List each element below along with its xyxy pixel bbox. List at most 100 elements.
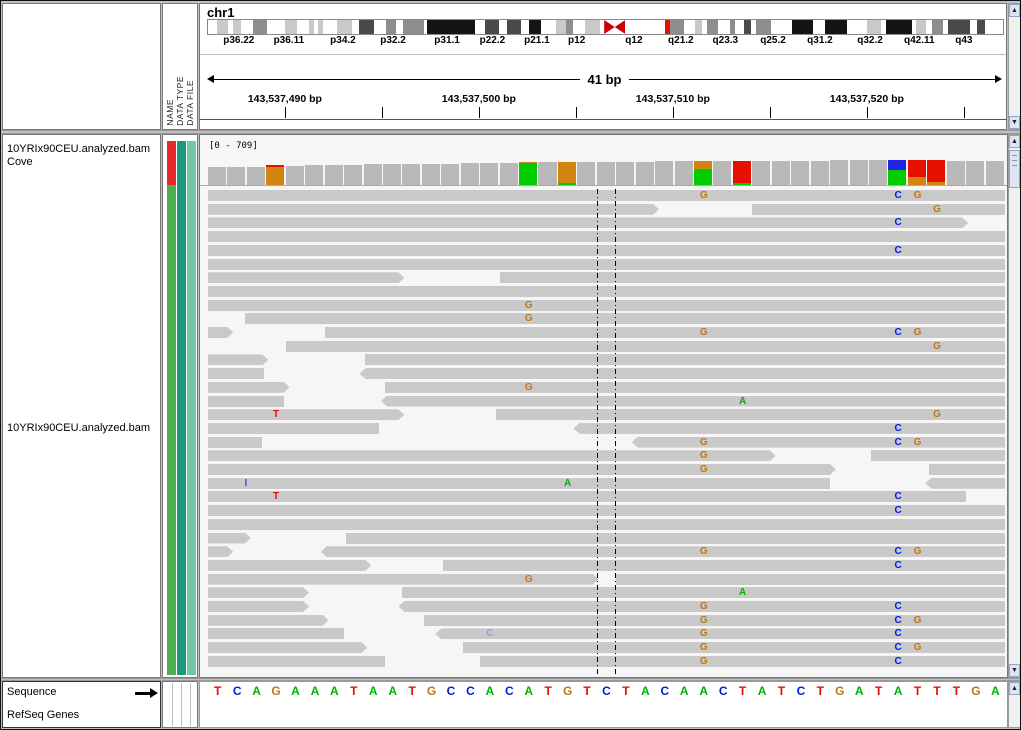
cytoband[interactable] xyxy=(566,20,574,34)
cytoband[interactable] xyxy=(912,20,916,34)
cytoband[interactable] xyxy=(427,20,475,34)
cytoband[interactable] xyxy=(385,20,396,34)
cytoband[interactable] xyxy=(352,20,359,34)
cytoband[interactable] xyxy=(977,20,986,34)
cytoband[interactable] xyxy=(323,20,338,34)
scroll-down-icon[interactable]: ▼ xyxy=(1009,116,1020,129)
alignment-read[interactable] xyxy=(870,450,1006,462)
cytoband[interactable] xyxy=(498,20,508,34)
refseq-track-name[interactable]: RefSeq Genes xyxy=(7,709,80,721)
cytoband[interactable] xyxy=(694,20,702,34)
cytoband[interactable] xyxy=(313,20,319,34)
cytoband[interactable] xyxy=(358,20,374,34)
alignment-read[interactable] xyxy=(384,381,1006,393)
alignment-read[interactable] xyxy=(208,422,380,434)
alignment-read[interactable] xyxy=(208,533,251,544)
cytoband[interactable] xyxy=(373,20,386,34)
cytoband[interactable] xyxy=(751,20,757,34)
top-scrollbar[interactable]: ▲ ▼ xyxy=(1008,3,1020,130)
alignment-read[interactable] xyxy=(208,299,1006,311)
centromere-icon[interactable] xyxy=(614,20,626,34)
cytoband[interactable] xyxy=(584,20,600,34)
alignment-read[interactable] xyxy=(208,477,831,489)
alignment-read[interactable] xyxy=(208,464,836,475)
alignment-read[interactable] xyxy=(208,258,1006,270)
alignment-read[interactable] xyxy=(208,655,385,667)
alignment-read[interactable] xyxy=(208,190,1006,201)
scroll-up-icon[interactable]: ▲ xyxy=(1009,135,1020,148)
cytoband[interactable] xyxy=(756,20,771,34)
cytoband[interactable] xyxy=(228,20,233,34)
sequence-track-name[interactable]: Sequence xyxy=(7,686,57,698)
cytoband[interactable] xyxy=(599,20,605,34)
cytoband[interactable] xyxy=(770,20,792,34)
cytoband[interactable] xyxy=(285,20,297,34)
scroll-down-icon[interactable]: ▼ xyxy=(1009,664,1020,677)
cytoband[interactable] xyxy=(717,20,731,34)
cytoband[interactable] xyxy=(885,20,913,34)
alignment-read[interactable] xyxy=(398,601,1006,612)
cytoband[interactable] xyxy=(701,20,708,34)
cytoband[interactable] xyxy=(529,20,541,34)
cytoband[interactable] xyxy=(240,20,253,34)
alignment-read[interactable] xyxy=(423,614,1006,626)
alignment-read[interactable] xyxy=(244,313,1006,325)
alignment-read[interactable] xyxy=(208,217,968,228)
alignment-read[interactable] xyxy=(929,464,1006,475)
cytoband[interactable] xyxy=(684,20,695,34)
cytoband[interactable] xyxy=(296,20,310,34)
view-position-marker[interactable] xyxy=(664,20,671,34)
alignment-read[interactable] xyxy=(208,354,268,365)
alignment-read[interactable] xyxy=(381,395,1006,407)
bottom-scrollbar[interactable]: ▲ xyxy=(1008,681,1020,728)
cytoband[interactable] xyxy=(474,20,486,34)
cytoband[interactable] xyxy=(825,20,848,34)
cytoband[interactable] xyxy=(847,20,867,34)
cytoband[interactable] xyxy=(216,20,229,34)
sequence-strand-arrow-icon[interactable] xyxy=(135,688,158,698)
alignment-read[interactable] xyxy=(208,491,967,503)
alignment-read[interactable] xyxy=(435,628,1006,640)
alignment-read[interactable] xyxy=(631,436,1006,448)
attribute-stripe-data-file[interactable] xyxy=(187,141,196,675)
alignment-read[interactable] xyxy=(285,340,1006,352)
alignment-read[interactable] xyxy=(359,368,1006,380)
cytoband[interactable] xyxy=(735,20,745,34)
cytoband[interactable] xyxy=(208,20,217,34)
cytoband[interactable] xyxy=(880,20,886,34)
cytoband[interactable] xyxy=(485,20,499,34)
alignment-read[interactable] xyxy=(208,574,599,585)
alignment-read[interactable] xyxy=(616,573,1006,585)
cytoband[interactable] xyxy=(402,20,424,34)
cytoband[interactable] xyxy=(309,20,314,34)
alignment-read[interactable] xyxy=(752,203,1006,215)
centromere-icon[interactable] xyxy=(604,20,615,34)
alignment-read[interactable] xyxy=(208,368,265,380)
cytoband[interactable] xyxy=(252,20,267,34)
alignment-read[interactable] xyxy=(402,587,1006,599)
cytoband[interactable] xyxy=(970,20,978,34)
cytoband[interactable] xyxy=(926,20,932,34)
alignment-read[interactable] xyxy=(499,272,1006,284)
cytoband[interactable] xyxy=(555,20,567,34)
alignment-read[interactable] xyxy=(573,422,1006,434)
chromosome-ideogram[interactable] xyxy=(207,19,1004,35)
alignment-read[interactable] xyxy=(208,560,371,571)
cytoband[interactable] xyxy=(985,20,1003,34)
alignment-read[interactable] xyxy=(208,518,1006,530)
alignment-read[interactable] xyxy=(208,628,345,640)
alignment-read[interactable] xyxy=(443,559,1006,571)
scroll-up-icon[interactable]: ▲ xyxy=(1009,682,1020,695)
main-scrollbar[interactable]: ▲ ▼ xyxy=(1008,134,1020,678)
horizontal-splitter-top[interactable] xyxy=(1,130,1020,134)
alignment-read[interactable] xyxy=(208,327,233,338)
alignment-read[interactable] xyxy=(208,382,290,393)
alignment-read[interactable] xyxy=(208,505,1006,517)
alignment-read[interactable] xyxy=(208,272,404,283)
alignment-read[interactable] xyxy=(925,477,1006,489)
attribute-stripe-data-type[interactable] xyxy=(177,141,186,675)
cytoband[interactable] xyxy=(730,20,736,34)
cytoband[interactable] xyxy=(318,20,324,34)
alignment-read[interactable] xyxy=(208,285,1006,297)
